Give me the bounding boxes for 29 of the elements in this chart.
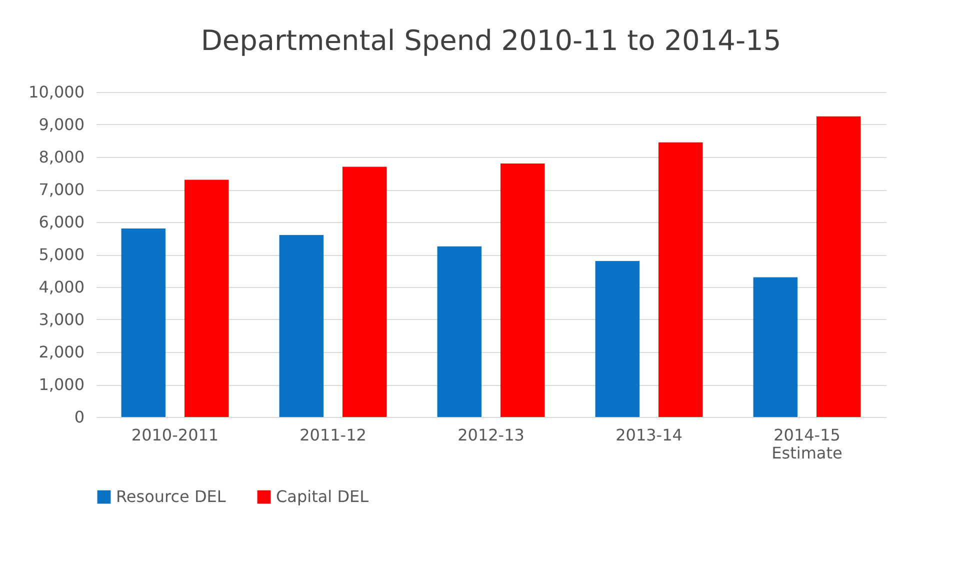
y-tick-label: 6,000 (38, 212, 84, 232)
legend-label: Capital DEL (276, 487, 369, 506)
y-tick-label: 4,000 (38, 278, 84, 296)
y-tick-label: 9,000 (38, 115, 84, 134)
y-tick-label: 2,000 (38, 342, 84, 362)
y-tick-label: 8,000 (38, 148, 84, 166)
x-tick-label: 2011-12 (300, 426, 366, 444)
y-tick-label: 7,000 (38, 180, 84, 199)
x-tick-label: 2010-2011 (131, 426, 219, 444)
bar (816, 116, 861, 417)
bar (184, 180, 229, 417)
y-tick-label: 10,000 (28, 82, 84, 102)
bar (595, 261, 640, 417)
bar (658, 142, 703, 417)
bar (753, 277, 798, 417)
x-tick-label: 2014-15 Estimate (772, 426, 842, 462)
y-tick-label: 1,000 (38, 375, 84, 394)
bar (342, 166, 387, 417)
y-tick-label: 5,000 (38, 245, 84, 264)
chart-title: Departmental Spend 2010-11 to 2014-15 (200, 24, 782, 57)
bar (500, 164, 545, 417)
bar (279, 235, 324, 417)
x-tick-label: 2012-13 (458, 426, 524, 444)
bar (121, 228, 166, 417)
y-tick-label: 3,000 (38, 310, 84, 329)
x-tick-label: 2013-14 (616, 426, 682, 444)
y-tick-label: 0 (74, 408, 84, 426)
bar (437, 246, 482, 417)
legend-label: Resource DEL (116, 487, 226, 506)
